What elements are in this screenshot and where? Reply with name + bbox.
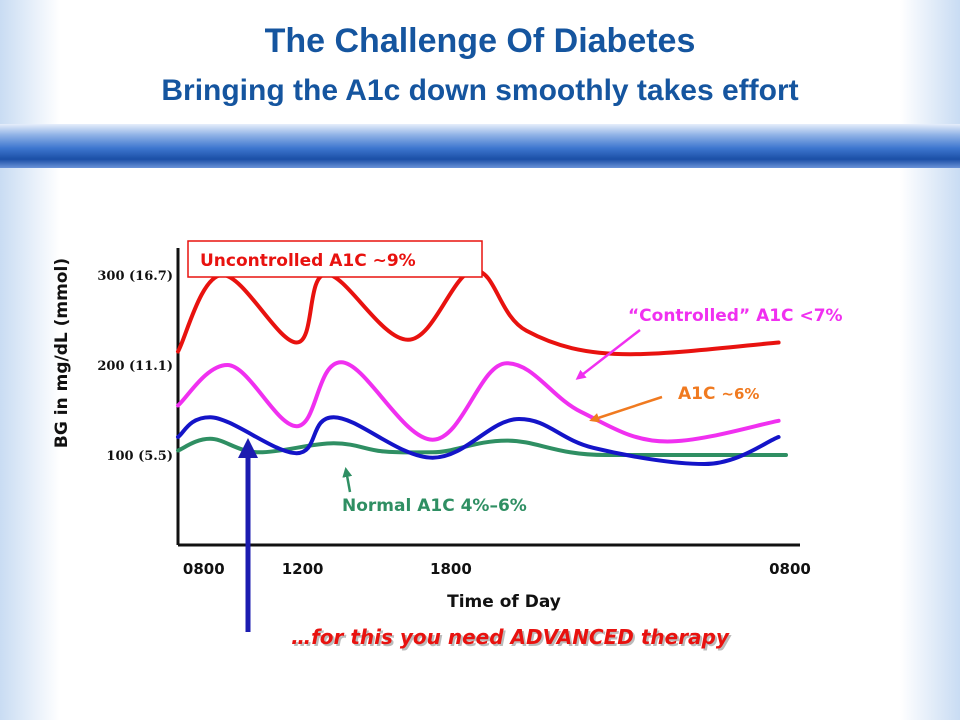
y-tick-label: 200 (11.1) [97,359,173,374]
x-tick-labels: 0800 1200 1800 0800 [183,560,811,578]
y-tick-labels: 100 (5.5) 200 (11.1) 300 (16.7) [97,269,173,464]
series-line-normal [176,436,788,458]
x-tick-label: 1800 [430,560,472,578]
series-label-controlled: “Controlled” A1C <7% [628,306,843,326]
series-lines [176,268,788,466]
series-label-a1c6-main: A1C [678,384,721,404]
callout-text-shadow: …for this you need ADVANCED therapy [293,627,732,651]
series-line-a1c6 [176,415,781,466]
a1c6-arrow [589,395,663,423]
series-line-controlled [176,360,781,444]
uncontrolled-label-box [187,240,483,278]
series-label-a1c6-pct: ~6% [721,385,759,403]
controlled-arrow [575,329,641,380]
series-label-uncontrolled: Uncontrolled A1C ~9% [200,251,416,271]
series-label-a1c6: A1C ~6% [678,384,759,404]
x-tick-label: 1200 [282,560,324,578]
header-band [0,124,960,168]
series-label-normal: Normal A1C 4%–6% [342,496,527,516]
x-axis-title: Time of Day [447,592,561,612]
x-tick-label: 0800 [769,560,811,578]
normal-arrow [342,467,353,493]
callout-text: …for this you need ADVANCED therapy [291,625,730,649]
y-tick-label: 300 (16.7) [97,269,173,284]
slide-title: The Challenge Of Diabetes [264,22,696,60]
y-tick-label: 100 (5.5) [106,449,173,464]
slide-subtitle: Bringing the A1c down smoothly takes eff… [161,74,799,107]
x-tick-label: 0800 [183,560,225,578]
y-axis-title: BG in mg/dL (mmol) [52,258,72,448]
